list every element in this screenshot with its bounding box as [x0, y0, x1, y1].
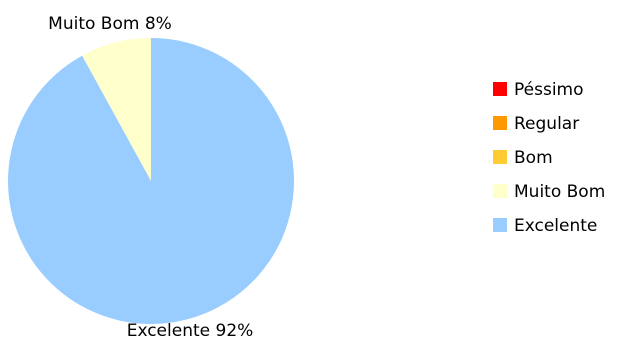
legend-label-muito-bom: Muito Bom: [514, 182, 605, 202]
pie-slices: [8, 37, 295, 324]
legend-swatch-excelente: [493, 218, 507, 232]
legend-item-regular: Regular: [493, 114, 579, 134]
pie-slice-muito-bom: [82, 38, 151, 181]
pie-slice-excelente: [8, 37, 295, 324]
legend-label-excelente: Excelente: [514, 216, 597, 236]
legend-item-bom: Bom: [493, 148, 553, 168]
slice-label-excelente: Excelente 92%: [127, 321, 254, 341]
legend-swatch-pessimo: [493, 82, 507, 96]
legend-item-pessimo: Péssimo: [493, 80, 584, 100]
legend-swatch-regular: [493, 116, 507, 130]
slice-label-muito-bom: Muito Bom 8%: [48, 14, 172, 34]
legend-item-excelente: Excelente: [493, 216, 597, 236]
legend-label-pessimo: Péssimo: [514, 80, 584, 100]
legend: Péssimo Regular Bom Muito Bom Excelente: [493, 80, 605, 236]
legend-label-bom: Bom: [514, 148, 553, 168]
pie-slice-labels: Muito Bom 8% Excelente 92%: [48, 14, 253, 341]
legend-label-regular: Regular: [514, 114, 579, 134]
legend-swatch-bom: [493, 150, 507, 164]
legend-item-muito-bom: Muito Bom: [493, 182, 605, 202]
legend-swatch-muito-bom: [493, 184, 507, 198]
